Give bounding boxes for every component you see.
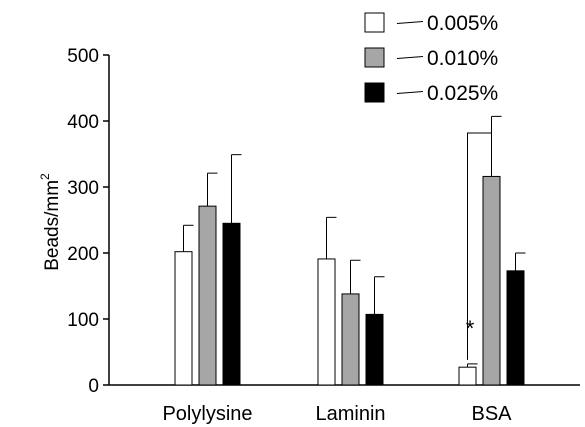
y-tick-label: 300 bbox=[67, 178, 99, 199]
bar bbox=[317, 258, 336, 386]
bar bbox=[341, 293, 360, 386]
legend-swatch bbox=[364, 82, 385, 103]
legend-label: 0.010% bbox=[427, 47, 498, 70]
legend-swatch bbox=[364, 47, 385, 68]
bar bbox=[506, 270, 525, 386]
bar bbox=[365, 313, 384, 386]
significance-annotation: * bbox=[466, 132, 492, 360]
legend-label: 0.025% bbox=[427, 82, 498, 105]
y-tick-label: 200 bbox=[67, 244, 99, 265]
x-category-label: Polylysine bbox=[162, 403, 252, 425]
legend-label: 0.005% bbox=[427, 12, 498, 35]
y-tick-label: 500 bbox=[67, 46, 99, 67]
y-axis-label-superscript: 2 bbox=[38, 173, 52, 180]
error-bars-group bbox=[183, 115, 526, 368]
bar bbox=[458, 366, 477, 386]
y-tick-label: 0 bbox=[88, 376, 99, 397]
significance-star: * bbox=[466, 316, 475, 341]
bar bbox=[482, 175, 501, 386]
bars-group bbox=[174, 175, 525, 386]
x-axis: Polylysine Laminin BSA bbox=[109, 384, 580, 425]
legend: 0.005% 0.010% 0.025% bbox=[364, 12, 498, 105]
x-category-label: BSA bbox=[471, 403, 512, 425]
y-tick-label: 100 bbox=[67, 310, 99, 331]
legend-swatch bbox=[364, 12, 385, 33]
bar bbox=[198, 205, 217, 386]
bar bbox=[222, 222, 241, 386]
significance-bracket bbox=[467, 132, 492, 360]
y-axis-label: Beads/mm2 bbox=[38, 173, 63, 271]
y-tick-label: 400 bbox=[67, 112, 99, 133]
y-axis: 0 100 200 300 400 500 bbox=[67, 46, 110, 397]
y-axis-label-text: Beads/mm bbox=[42, 180, 63, 271]
bar bbox=[174, 251, 193, 386]
legend-leader-line bbox=[396, 91, 424, 94]
x-category-label: Laminin bbox=[315, 403, 385, 425]
legend-leader-line bbox=[396, 21, 424, 24]
legend-leader-line bbox=[396, 56, 424, 59]
